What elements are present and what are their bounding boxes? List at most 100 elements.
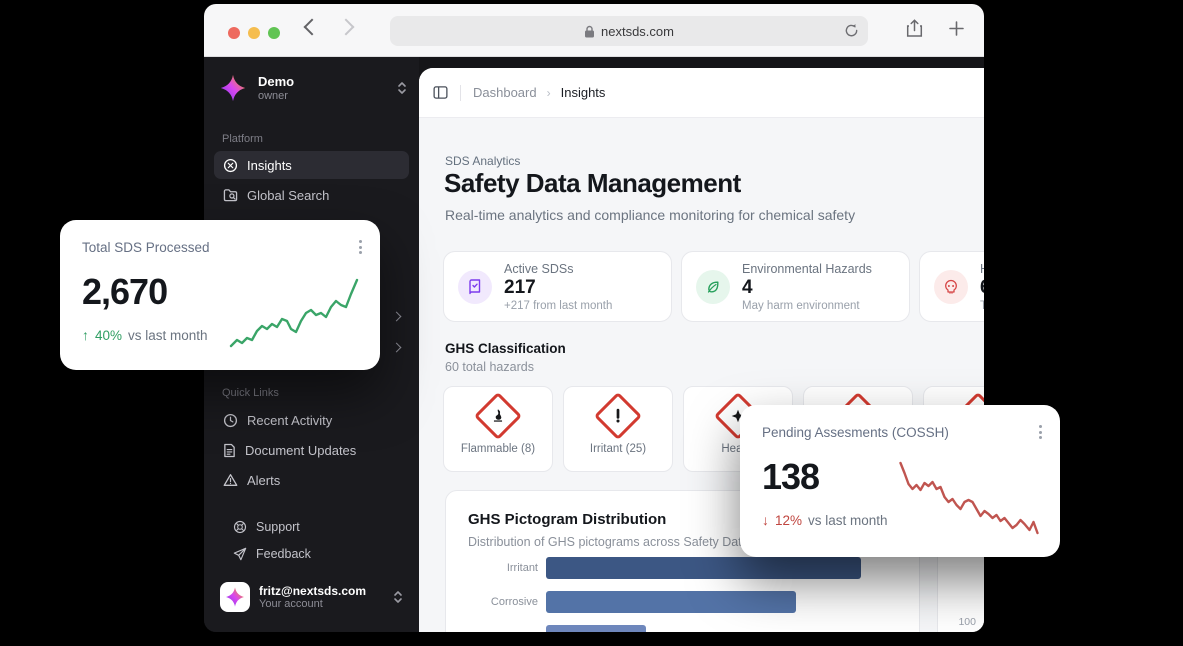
stat-card-active-sdss: Active SDSs 217 +217 from last month (443, 251, 672, 322)
pending-assessments-card: Pending Assesments (COSSH) 138 ↓ 12% vs … (740, 405, 1060, 557)
stat-sub: May harm environment (742, 299, 860, 312)
chevrons-up-down-icon (394, 591, 402, 603)
breadcrumb-dashboard[interactable]: Dashboard (473, 85, 537, 100)
workspace-name: Demo (258, 74, 295, 89)
bar-row-irritant: Irritant (446, 557, 861, 579)
minimize-window-button[interactable] (248, 27, 260, 39)
sidebar-item-global-search[interactable]: Global Search (214, 181, 409, 209)
pictogram-label: Flammable (8) (460, 443, 536, 455)
ghs-section-title: GHS Classification (445, 341, 566, 356)
workspace-switcher[interactable]: Demo owner (218, 73, 407, 103)
pictogram-label: Irritant (25) (589, 443, 647, 455)
folder-search-icon (223, 189, 238, 202)
chevron-right-icon (391, 342, 402, 352)
close-window-button[interactable] (228, 27, 240, 39)
share-icon[interactable] (906, 19, 923, 38)
avatar (220, 582, 250, 612)
page-title: Safety Data Management (444, 168, 741, 198)
y-tick-100: 100 (958, 616, 976, 628)
bar-label: Irritant (506, 562, 538, 574)
account-switcher[interactable]: fritz@nextsds.com Your account (214, 574, 409, 620)
chevron-right-icon (391, 311, 402, 321)
sidebar-item-label: Feedback (256, 547, 311, 561)
page-eyebrow: SDS Analytics (445, 154, 521, 168)
trend-label: vs last month (128, 327, 208, 343)
book-check-icon (469, 278, 481, 294)
sidebar-item-alerts[interactable]: Alerts (214, 466, 409, 494)
back-icon[interactable] (303, 18, 321, 36)
sidebar-item-label: Support (256, 520, 300, 534)
account-email: fritz@nextsds.com (259, 584, 367, 598)
arrow-up-icon: ↑ (82, 327, 89, 343)
forward-icon[interactable] (337, 18, 355, 36)
clock-icon (223, 413, 238, 427)
sidebar-item-label: Recent Activity (247, 412, 333, 428)
new-tab-icon[interactable] (949, 21, 964, 36)
window-controls (228, 27, 280, 39)
chart-title: GHS Pictogram Distribution (468, 511, 667, 528)
skull-icon (945, 279, 957, 294)
ghs-flame-icon (473, 391, 523, 441)
trend-percent: 40% (95, 327, 123, 343)
app-logo-icon (220, 74, 246, 102)
lock-icon (585, 25, 594, 37)
breadcrumb-bar: Dashboard › Insights (419, 68, 984, 118)
insights-icon (223, 158, 238, 172)
sidebar-item-label: Global Search (247, 187, 330, 203)
section-label-quick-links: Quick Links (222, 387, 279, 399)
chart-subtitle: Distribution of GHS pictograms across Sa… (468, 535, 792, 549)
ghs-distribution-card: GHS Pictogram Distribution Distribution … (445, 490, 920, 632)
sidebar-item-label: Insights (247, 157, 292, 173)
chevrons-up-down-icon (398, 82, 406, 94)
bar-label: Corrosive (490, 596, 538, 608)
workspace-role: owner (258, 90, 288, 102)
ghs-exclamation-icon (593, 391, 643, 441)
ghs-section-subtitle: 60 total hazards (445, 360, 534, 374)
breadcrumb: Dashboard › Insights (473, 85, 605, 100)
breadcrumb-insights: Insights (560, 85, 606, 100)
divider (460, 84, 461, 101)
stat-title: Environmental Hazards (742, 261, 872, 276)
stat-card-environmental-hazards: Environmental Hazards 4 May harm environ… (681, 251, 910, 322)
stat-sub: +217 from last month (504, 299, 613, 312)
sidebar-item-support[interactable]: Support (224, 513, 409, 541)
more-options-icon[interactable] (359, 240, 362, 254)
file-text-icon (224, 443, 235, 457)
address-bar[interactable]: nextsds.com (390, 16, 868, 46)
stat-cards-row: Active SDSs 217 +217 from last month (443, 251, 984, 322)
card-value: 138 (762, 456, 820, 497)
pictogram-card-flammable[interactable]: Flammable (8) (443, 386, 553, 472)
account-sub: Your account (259, 598, 323, 610)
trend-label: vs last month (808, 512, 888, 528)
chevron-right-icon: › (546, 85, 551, 100)
sidebar-item-document-updates[interactable]: Document Updates (214, 436, 409, 464)
sidebar-toggle-icon[interactable] (433, 85, 448, 100)
sidebar-item-feedback[interactable]: Feedback (224, 540, 409, 568)
sparkline-down (899, 461, 1039, 535)
card-title: Total SDS Processed (82, 240, 210, 255)
ghs-health-icon (713, 391, 763, 441)
stat-value: 217 (504, 276, 536, 298)
more-options-icon[interactable] (1039, 425, 1042, 439)
sidebar-item-recent-activity[interactable]: Recent Activity (214, 406, 409, 434)
total-sds-processed-card: Total SDS Processed 2,670 ↑ 40% vs last … (60, 220, 380, 370)
sparkline-up (229, 278, 359, 348)
page-subtitle: Real-time analytics and compliance monit… (445, 207, 856, 223)
pictogram-card-irritant[interactable]: Irritant (25) (563, 386, 673, 472)
card-title: Pending Assesments (COSSH) (762, 425, 949, 440)
sidebar-item-insights[interactable]: Insights (214, 151, 409, 179)
card-value: 2,670 (82, 271, 168, 312)
bar-row-corrosive: Corrosive (446, 591, 796, 613)
sidebar-item-label: Document Updates (245, 442, 357, 458)
stat-sub: T (980, 299, 984, 312)
stat-title: Active SDSs (504, 261, 574, 276)
sidebar-item-label: Alerts (247, 472, 281, 488)
alert-triangle-icon (223, 474, 238, 486)
zoom-window-button[interactable] (268, 27, 280, 39)
reload-icon[interactable] (844, 23, 859, 38)
stat-value: 4 (742, 276, 753, 298)
bar-row-clipped (446, 625, 646, 632)
bar-irritant (546, 557, 861, 579)
send-icon (233, 547, 247, 561)
